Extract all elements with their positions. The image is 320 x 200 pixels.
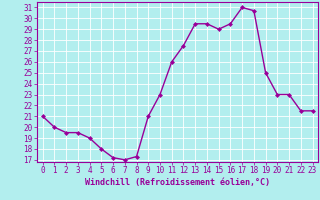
X-axis label: Windchill (Refroidissement éolien,°C): Windchill (Refroidissement éolien,°C) [85,178,270,187]
